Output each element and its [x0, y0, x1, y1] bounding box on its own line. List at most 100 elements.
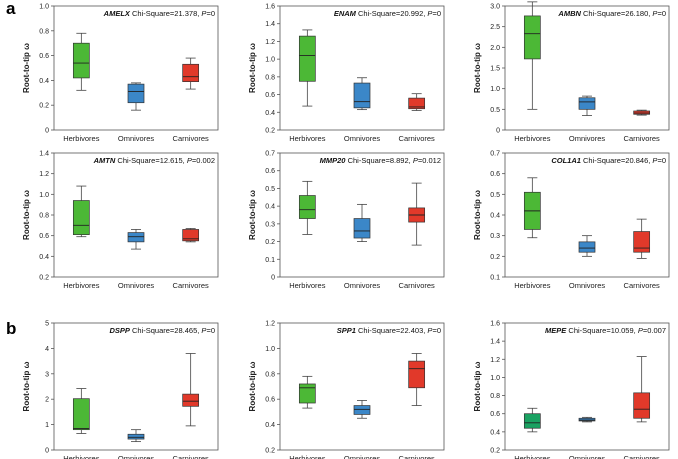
y-tick-label: 1.5 — [490, 66, 500, 73]
p-label: P — [201, 326, 206, 335]
y-tick-label: 1.4 — [265, 21, 275, 28]
carnivores-box — [633, 392, 651, 419]
p-value: =0 — [657, 9, 666, 18]
y-tick-label: 0.5 — [265, 186, 275, 193]
gene-name: SPP1 — [337, 326, 356, 335]
y-tick-label: 0.2 — [39, 103, 49, 110]
y-tick-label: 1.0 — [39, 4, 49, 11]
y-tick-label: 1.4 — [39, 151, 49, 158]
chi-square-stat: Chi-Square=8.892, — [345, 156, 412, 165]
chart-mmp20: 0 0.1 0.2 0.3 0.4 0.5 0.6 0.7 Root-to-tip ω MMP20… — [248, 151, 445, 290]
p-label: P — [652, 9, 657, 18]
y-tick-label: 0.4 — [490, 429, 500, 436]
y-tick-label: 1.0 — [265, 57, 275, 64]
herbivores-box — [72, 42, 90, 79]
category-label-carnivores: Carnivores — [173, 454, 210, 459]
category-label-herbivores: Herbivores — [289, 134, 326, 143]
p-value: =0 — [657, 156, 666, 165]
charts: 0 0.2 0.4 0.6 0.8 1.0 Root-to-tip ω AMELX Chi-S… — [22, 1, 670, 459]
category-label-omnivores: Omnivores — [118, 134, 155, 143]
y-tick-label: 0.6 — [490, 411, 500, 418]
y-tick-label: 0.4 — [265, 422, 275, 429]
y-tick-label: 2 — [45, 397, 49, 404]
y-tick-label: 0 — [45, 128, 49, 135]
y-tick-label: 0.3 — [265, 221, 275, 228]
y-tick-label: 1.2 — [265, 39, 275, 46]
plot-frame — [279, 152, 445, 278]
category-label-herbivores: Herbivores — [514, 134, 551, 143]
category-label-herbivores: Herbivores — [289, 281, 326, 290]
chi-square-stat: Chi-Square=20.846, — [581, 156, 653, 165]
carnivores-box — [408, 97, 426, 110]
plot-frame — [53, 322, 219, 451]
y-tick-label: 5 — [45, 321, 49, 328]
y-tick-label: 0.3 — [490, 233, 500, 240]
y-tick-label: 0 — [45, 448, 49, 455]
chi-square-stat: Chi-Square=12.615, — [115, 156, 187, 165]
y-tick-label: 0.6 — [265, 397, 275, 404]
y-axis-label: Root-to-tip ω — [473, 361, 482, 411]
omnivores-box — [127, 83, 145, 104]
gene-name: MMP20 — [320, 156, 347, 165]
p-label: P — [427, 326, 432, 335]
y-tick-label: 0.5 — [490, 192, 500, 199]
category-label-omnivores: Omnivores — [569, 454, 606, 459]
p-value: =0.012 — [418, 156, 441, 165]
omnivores-box — [127, 433, 145, 440]
p-value: =0 — [432, 326, 441, 335]
y-tick-label: 0.8 — [490, 393, 500, 400]
category-label-omnivores: Omnivores — [118, 454, 155, 459]
category-label-herbivores: Herbivores — [514, 454, 551, 459]
chart-mepe: 0.2 0.4 0.6 0.8 1.0 1.2 1.4 1.6 Root-to-tip ω MEP… — [473, 321, 670, 459]
y-tick-label: 1.6 — [490, 321, 500, 328]
chart-title: MEPE Chi-Square=10.059, P=0.007 — [545, 326, 666, 335]
y-tick-label: 2.0 — [490, 45, 500, 52]
y-axis-label: Root-to-tip ω — [248, 43, 257, 93]
y-tick-label: 0.4 — [39, 254, 49, 261]
p-value: =0.007 — [643, 326, 666, 335]
y-tick-label: 3.0 — [490, 4, 500, 11]
chi-square-stat: Chi-Square=28.465, — [130, 326, 202, 335]
category-label-carnivores: Carnivores — [173, 281, 210, 290]
chart-title: ENAM Chi-Square=20.992, P=0 — [334, 9, 441, 18]
herbivores-box — [298, 383, 316, 404]
y-tick-label: 0.2 — [265, 448, 275, 455]
chart-col1a1: 0.1 0.2 0.3 0.4 0.5 0.6 0.7 Root-to-tip ω COL1A1… — [473, 151, 670, 290]
panel-letter-a: a — [6, 0, 16, 18]
y-tick-label: 0.4 — [490, 213, 500, 220]
y-tick-label: 0.6 — [490, 171, 500, 178]
category-label-omnivores: Omnivores — [118, 281, 155, 290]
y-tick-label: 1.0 — [490, 375, 500, 382]
category-label-omnivores: Omnivores — [344, 281, 381, 290]
chi-square-stat: Chi-Square=21.378, — [130, 9, 202, 18]
y-tick-label: 1.2 — [490, 357, 500, 364]
y-tick-label: 4 — [45, 346, 49, 353]
plot-frame — [504, 322, 670, 451]
y-tick-label: 1.0 — [490, 86, 500, 93]
chart-spp1: 0.2 0.4 0.6 0.8 1.0 1.2 Root-to-tip ω SPP1 Chi-… — [248, 321, 445, 459]
y-tick-label: 0.6 — [39, 233, 49, 240]
category-label-carnivores: Carnivores — [624, 134, 661, 143]
category-label-herbivores: Herbivores — [514, 281, 551, 290]
y-tick-label: 1.0 — [39, 192, 49, 199]
category-label-carnivores: Carnivores — [399, 134, 436, 143]
chart-enam: 0.2 0.4 0.6 0.8 1.0 1.2 1.4 1.6 Root-to-tip ω ENA… — [248, 4, 445, 143]
y-tick-label: 0.8 — [39, 213, 49, 220]
y-tick-label: 0.4 — [265, 204, 275, 211]
category-label-carnivores: Carnivores — [624, 281, 661, 290]
omnivores-box — [353, 405, 371, 415]
p-label: P — [201, 9, 206, 18]
gene-name: AMELX — [103, 9, 131, 18]
omnivores-box — [578, 241, 596, 253]
chart-title: COL1A1 Chi-Square=20.846, P=0 — [551, 156, 666, 165]
carnivores-box — [182, 63, 200, 82]
y-axis-label: Root-to-tip ω — [473, 43, 482, 93]
herbivores-box — [72, 200, 90, 235]
y-tick-label: 1.2 — [39, 171, 49, 178]
gene-name: AMBN — [557, 9, 581, 18]
omnivores-box — [353, 218, 371, 239]
category-label-carnivores: Carnivores — [399, 454, 436, 459]
y-tick-label: 0.8 — [265, 74, 275, 81]
gene-name: DSPP — [109, 326, 130, 335]
